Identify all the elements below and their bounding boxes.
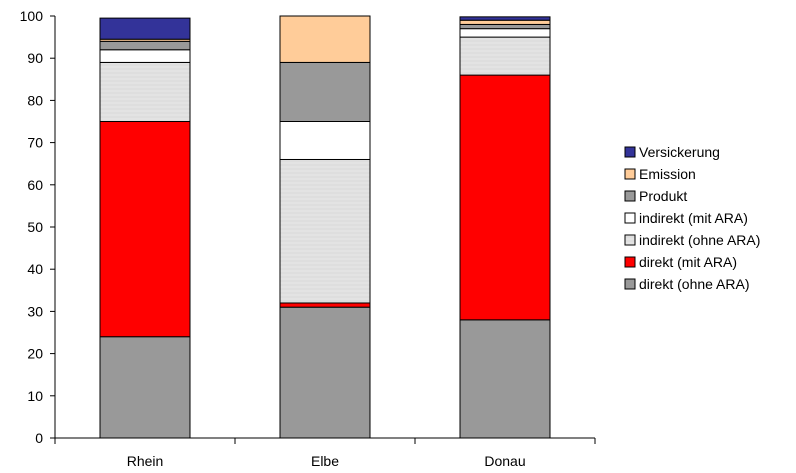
legend-swatch [624,234,636,246]
bar-segment [279,302,371,308]
legend-label: Emission [639,166,696,182]
legend-swatch [624,278,636,290]
legend-label: Versickerung [639,144,720,160]
bar-segment [459,319,551,439]
bars [99,15,551,439]
bar-segment [99,61,191,122]
legend-swatch [624,190,636,202]
bar-segment [279,121,371,160]
bar-segment [279,306,371,439]
y-axis: 0 10 20 30 40 50 60 70 80 90 100 [20,8,56,446]
bar-segment [459,28,551,38]
y-tick-label: 70 [27,135,43,151]
bar-segment [99,49,191,63]
bar-segment [459,23,551,30]
y-tick-label: 90 [27,50,43,66]
bar-segment [459,74,551,321]
x-category-label: Donau [484,453,525,469]
y-tick-label: 10 [27,388,43,404]
y-tick-label: 0 [35,430,43,446]
legend-label: indirekt (mit ARA) [639,210,748,226]
bar-segment [459,36,551,76]
bar-segment [99,121,191,338]
bar-segment [99,17,191,40]
legend-label: direkt (mit ARA) [639,254,737,270]
legend-label: Produkt [639,188,687,204]
y-tick-label: 50 [27,219,43,235]
legend-swatch [624,212,636,224]
legend: Versickerung Emission Produkt indirekt (mit… [624,144,760,292]
legend-label: direkt (ohne ARA) [639,276,750,292]
legend-label: indirekt (ohne ARA) [639,232,760,248]
y-tick-label: 30 [27,303,43,319]
bar-segment [99,40,191,51]
bar-segment [279,61,371,122]
bar-segment [459,19,551,25]
x-axis: Rhein Elbe Donau [54,437,596,469]
x-category-label: Elbe [311,453,339,469]
legend-swatch [624,256,636,268]
y-tick-label: 60 [27,177,43,193]
bar-segment [279,15,371,63]
legend-swatch [624,168,636,180]
legend-swatch [624,146,636,158]
y-tick-label: 40 [27,261,43,277]
y-tick-label: 80 [27,92,43,108]
bar-segment [459,16,551,21]
bar-segment [99,336,191,439]
x-category-label: Rhein [127,453,164,469]
y-tick-label: 20 [27,346,43,362]
bar-segment [279,158,371,304]
y-tick-label: 100 [20,8,44,24]
